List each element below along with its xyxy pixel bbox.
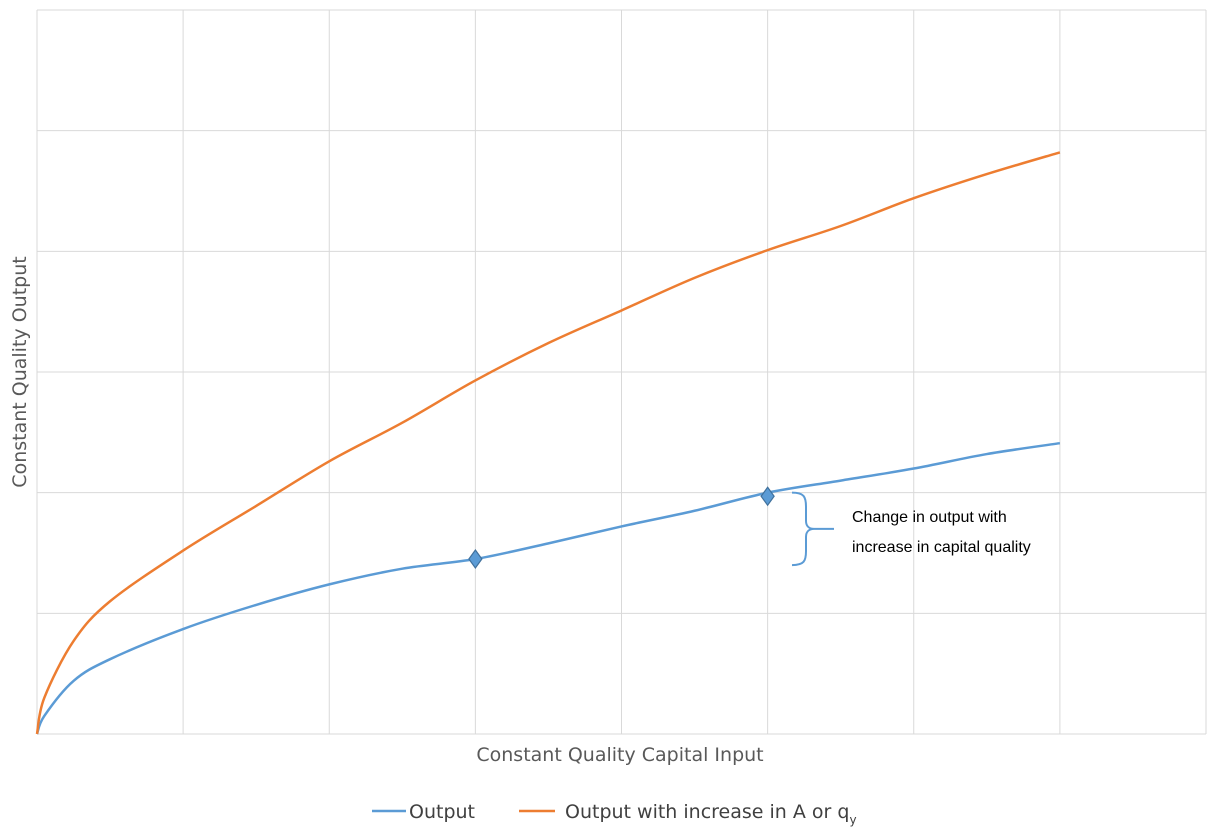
marker-diamond-2: [760, 486, 775, 507]
marker-diamond-1: [468, 549, 483, 570]
series-line-output-increase: [35, 151, 1061, 735]
y-axis-title: Constant Quality Output: [9, 256, 31, 487]
series-lines: [35, 151, 1061, 735]
series-line-output: [35, 441, 1061, 735]
annotation: Change in output with increase in capita…: [791, 491, 1031, 567]
legend-label-output-increase-main: Output with increase in A or q: [565, 801, 849, 823]
gridlines: [37, 9, 1207, 734]
legend-label-subscript: y: [849, 813, 856, 827]
annotation-line-1: Change in output with: [852, 509, 1007, 526]
annotation-bracket: [791, 491, 834, 567]
annotation-line-2: increase in capital quality: [852, 539, 1031, 556]
x-axis-title: Constant Quality Capital Input: [476, 744, 763, 766]
legend: Output Output with increase in A or qy: [372, 801, 857, 827]
axes: [36, 10, 1206, 735]
data-markers: [468, 486, 775, 570]
legend-label-output: Output: [409, 801, 475, 823]
legend-label-output-increase: Output with increase in A or qy: [565, 801, 857, 827]
